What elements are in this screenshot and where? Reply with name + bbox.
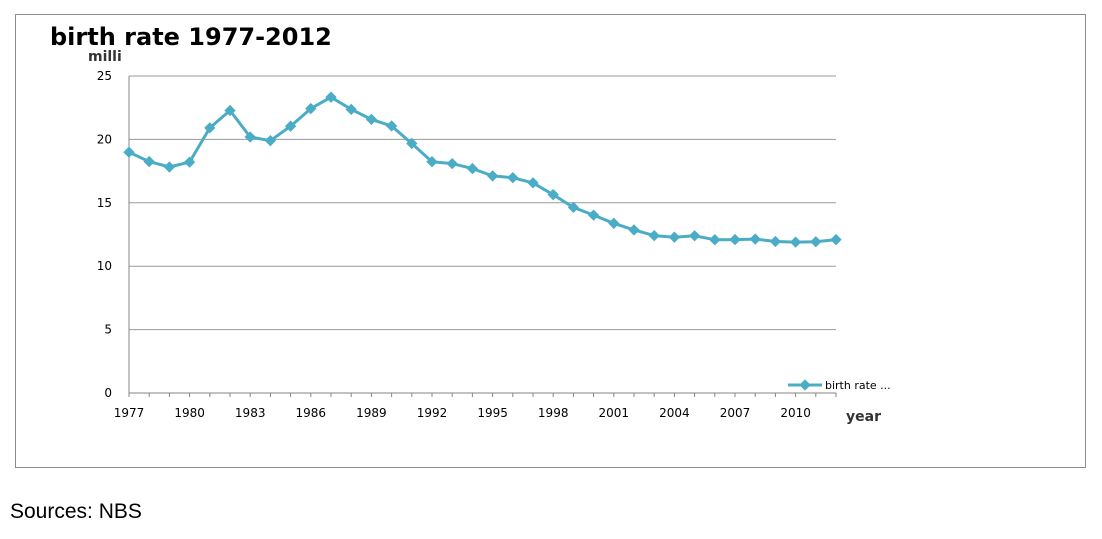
x-tick-label: 1986: [296, 406, 327, 420]
data-point: [789, 236, 802, 248]
x-tick-label: 2010: [780, 406, 811, 420]
data-point: [628, 224, 640, 236]
data-point: [709, 234, 721, 246]
series-layer: [123, 91, 842, 248]
x-tick-label: 2007: [720, 406, 751, 420]
chart-frame: birth rate 1977-2012 milli year 0 5 10 15 20…: [15, 14, 1086, 468]
data-point: [365, 113, 378, 126]
y-axis-title: milli: [88, 49, 122, 65]
data-point: [163, 161, 176, 173]
x-tick-label: 1992: [417, 406, 448, 420]
grid-layer: [129, 75, 836, 331]
legend: birth rate ...: [788, 379, 891, 392]
legend-marker: [799, 379, 811, 391]
y-tick-label: 0: [104, 386, 112, 400]
data-point: [547, 189, 559, 201]
data-point: [123, 146, 135, 158]
data-point: [587, 209, 600, 221]
data-point: [446, 157, 458, 170]
x-tick-label: 1989: [356, 406, 387, 420]
data-point: [668, 231, 681, 243]
data-point: [769, 235, 782, 248]
series-line: [128, 95, 837, 244]
data-point: [830, 233, 842, 246]
data-point: [729, 233, 741, 246]
legend-label: birth rate ...: [825, 379, 891, 392]
source-note: Sources: NBS: [10, 500, 142, 523]
x-tick-label: 2001: [599, 406, 630, 420]
birth-rate-line-chart: birth rate 1977-2012 milli year 0 5 10 15 20…: [50, 23, 891, 425]
x-tick-label: 1995: [477, 406, 508, 420]
data-point: [426, 156, 438, 168]
data-point: [749, 233, 761, 245]
data-point: [527, 177, 539, 189]
data-point: [486, 170, 499, 182]
y-tick-label: 20: [97, 132, 112, 146]
data-point: [183, 156, 196, 168]
x-tick-label: 1980: [174, 406, 205, 420]
data-point: [406, 137, 418, 150]
data-point: [608, 217, 620, 229]
chart-title: birth rate 1977-2012: [50, 23, 332, 51]
data-point: [688, 230, 701, 242]
data-point: [466, 162, 479, 175]
data-point: [810, 236, 822, 248]
x-tick-label: 1998: [538, 406, 569, 420]
y-tick-label: 15: [97, 196, 112, 210]
x-tick-label: 1983: [235, 406, 266, 420]
data-point: [143, 155, 155, 168]
y-tick-label: 5: [104, 323, 112, 337]
x-tick-label: 1977: [114, 406, 145, 420]
x-axis-title: year: [846, 409, 881, 425]
data-point: [648, 229, 660, 242]
y-tick-label: 25: [97, 69, 112, 83]
y-tick-label: 10: [97, 259, 112, 273]
data-point: [567, 201, 580, 214]
data-point: [507, 172, 519, 184]
axis-layer: 0 5 10 15 20 25 1977 1980 1983 1986 1989 1992 1995 19…: [97, 69, 837, 420]
x-tick-label: 2004: [659, 406, 690, 420]
